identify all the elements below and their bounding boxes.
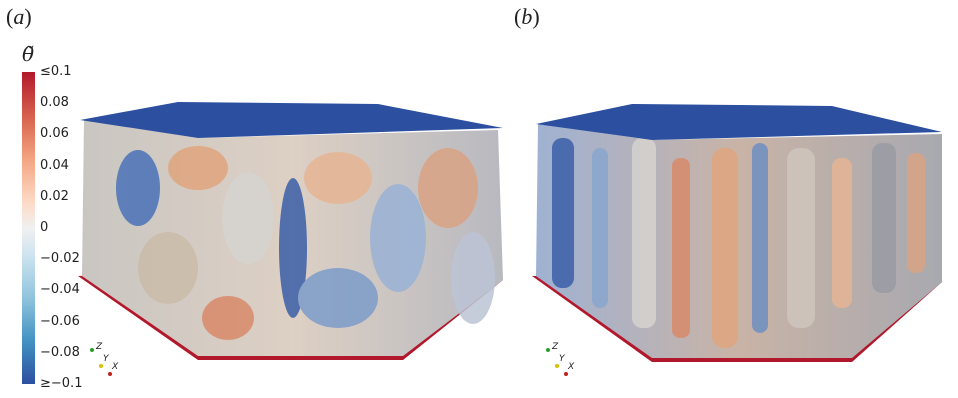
top-plate bbox=[536, 104, 942, 140]
colorbar-tick-label: 0.06 bbox=[40, 126, 69, 142]
y-axis-dot bbox=[99, 364, 103, 368]
colorbar-tick-label: −0.02 bbox=[40, 251, 80, 267]
colorbar-tick-label: ≤0.1 bbox=[40, 64, 72, 79]
x-axis-dot bbox=[108, 372, 112, 376]
y-axis-label: Y bbox=[559, 354, 565, 364]
z-axis-dot bbox=[546, 348, 550, 352]
y-axis-dot bbox=[555, 364, 559, 368]
panel-a-rendering bbox=[78, 102, 503, 360]
panel-a-label: (a) bbox=[6, 4, 32, 29]
plumes bbox=[552, 138, 925, 348]
colorbar bbox=[22, 72, 35, 384]
axes-triad-a: Z Y X bbox=[88, 342, 128, 378]
colorbar-tick-label: 0.08 bbox=[40, 95, 69, 111]
y-axis-label: Y bbox=[103, 354, 109, 364]
axes-triad-b: Z Y X bbox=[544, 342, 584, 378]
panel-b-label: (b) bbox=[514, 4, 540, 29]
colorbar-tick-label: −0.08 bbox=[40, 344, 80, 360]
z-axis-dot bbox=[90, 348, 94, 352]
colorbar-tick-label: −0.06 bbox=[40, 313, 80, 329]
z-axis-label: Z bbox=[96, 342, 103, 352]
colorbar-title: θ̃ bbox=[22, 42, 35, 66]
colorbar-tick-label: 0.02 bbox=[40, 188, 69, 204]
x-axis-label: X bbox=[112, 362, 119, 372]
colorbar-tick-label: ≥−0.1 bbox=[40, 376, 83, 391]
colorbar-tick-label: 0.04 bbox=[40, 157, 69, 173]
x-axis-label: X bbox=[568, 362, 575, 372]
plumes bbox=[116, 146, 495, 340]
colorbar-tick-label: 0 bbox=[40, 220, 49, 235]
panel-b-rendering bbox=[532, 104, 942, 362]
top-plate bbox=[80, 102, 503, 138]
colorbar-tick-label: −0.04 bbox=[40, 282, 80, 298]
z-axis-label: Z bbox=[552, 342, 559, 352]
x-axis-dot bbox=[564, 372, 568, 376]
